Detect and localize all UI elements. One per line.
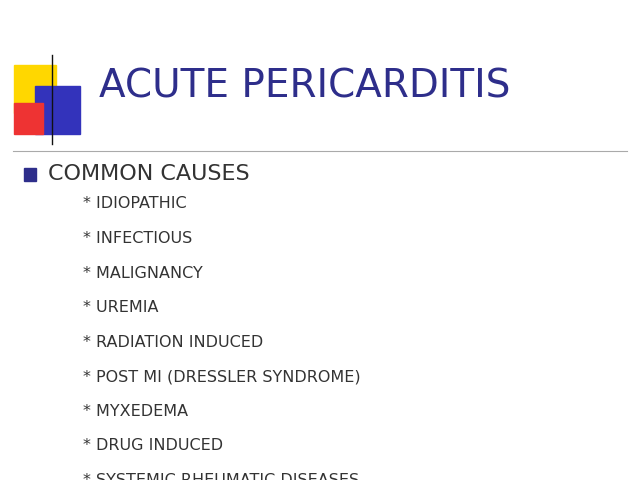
Text: * MALIGNANCY: * MALIGNANCY	[83, 265, 203, 281]
Text: * UREMIA: * UREMIA	[83, 300, 159, 315]
Text: ACUTE PERICARDITIS: ACUTE PERICARDITIS	[99, 67, 511, 106]
Text: * POST MI (DRESSLER SYNDROME): * POST MI (DRESSLER SYNDROME)	[83, 369, 361, 384]
Text: * RADIATION INDUCED: * RADIATION INDUCED	[83, 335, 264, 350]
Text: * DRUG INDUCED: * DRUG INDUCED	[83, 438, 223, 454]
Text: * INFECTIOUS: * INFECTIOUS	[83, 231, 193, 246]
Text: * MYXEDEMA: * MYXEDEMA	[83, 404, 188, 419]
Text: COMMON CAUSES: COMMON CAUSES	[48, 164, 250, 184]
Text: * SYSTEMIC RHEUMATIC DISEASES: * SYSTEMIC RHEUMATIC DISEASES	[83, 473, 359, 480]
Text: * IDIOPATHIC: * IDIOPATHIC	[83, 196, 187, 212]
